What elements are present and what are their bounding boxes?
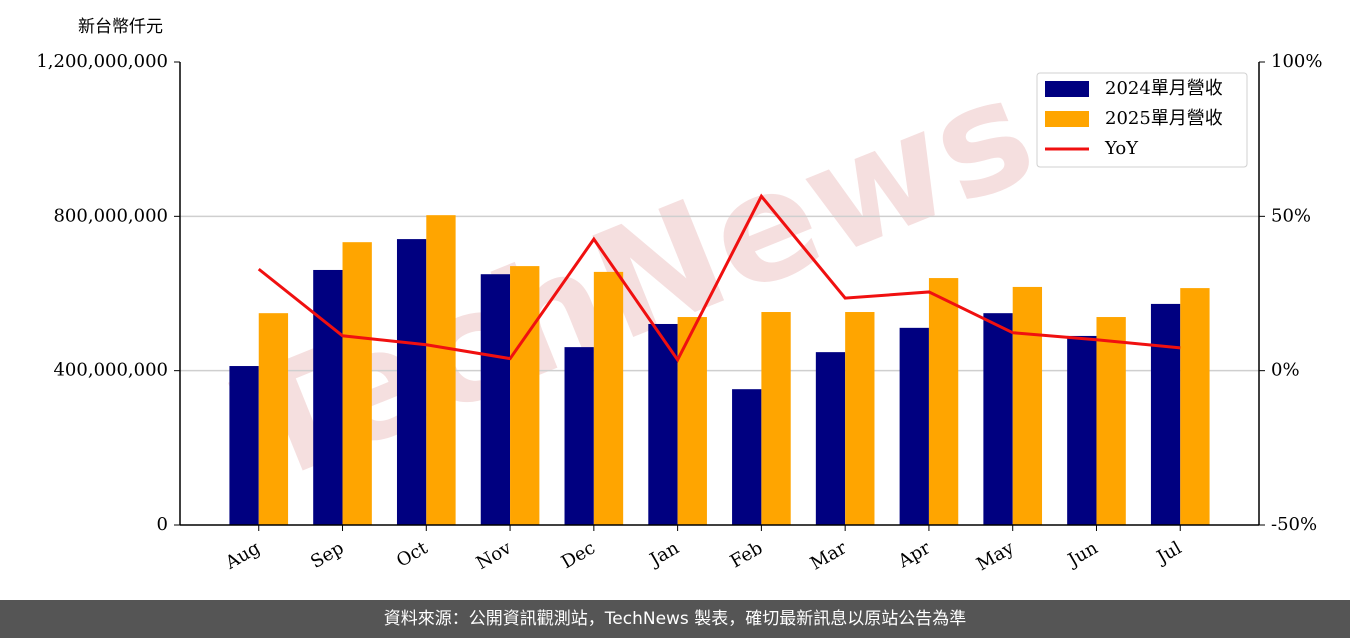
bar bbox=[1012, 286, 1043, 525]
legend-swatch bbox=[1045, 81, 1089, 97]
x-tick-label: May bbox=[973, 537, 1018, 575]
x-tick-label: Dec bbox=[558, 537, 599, 573]
bar bbox=[732, 389, 762, 525]
x-tick-label: Oct bbox=[393, 537, 432, 572]
y2-tick-label: 50% bbox=[1271, 205, 1311, 226]
bar bbox=[593, 271, 624, 525]
legend-label: 2025單月營收 bbox=[1105, 108, 1223, 129]
bar bbox=[815, 352, 846, 525]
x-tick-label: Aug bbox=[221, 537, 264, 574]
legend-box bbox=[1036, 72, 1248, 168]
y-tick-label: 400,000,000 bbox=[53, 360, 168, 381]
bar bbox=[983, 313, 1013, 525]
bar bbox=[510, 266, 540, 525]
y-tick-label: 800,000,000 bbox=[53, 205, 168, 226]
bar bbox=[928, 278, 959, 525]
chart: 新台幣仟元 TechNews0400,000,000800,000,0001,2… bbox=[36, 17, 1322, 575]
bar bbox=[426, 215, 456, 525]
bar bbox=[845, 312, 875, 525]
y2-tick-label: 0% bbox=[1271, 360, 1300, 381]
bar bbox=[1096, 317, 1126, 525]
bar bbox=[648, 323, 678, 525]
y2-tick-label: 100% bbox=[1271, 51, 1322, 72]
bar bbox=[1150, 303, 1181, 525]
bar bbox=[480, 274, 511, 525]
legend-swatch bbox=[1045, 111, 1089, 127]
bar bbox=[564, 347, 594, 525]
y2-tick-label: -50% bbox=[1271, 514, 1317, 535]
x-tick-label: Jul bbox=[1152, 537, 1186, 569]
x-tick-label: Apr bbox=[894, 537, 934, 572]
x-tick-label: Jan bbox=[645, 537, 683, 571]
bar bbox=[1180, 288, 1210, 525]
bar bbox=[313, 269, 343, 525]
legend-label: 2024單月營收 bbox=[1105, 78, 1223, 99]
bar bbox=[396, 239, 427, 525]
x-tick-label: Jun bbox=[1063, 537, 1102, 572]
y-axis-label: 新台幣仟元 bbox=[78, 17, 163, 37]
bar bbox=[761, 312, 791, 525]
line bbox=[257, 193, 1181, 363]
bar bbox=[899, 327, 929, 525]
x-tick-label: Sep bbox=[307, 537, 347, 572]
x-tick-label: Feb bbox=[727, 537, 767, 572]
bar bbox=[229, 366, 259, 525]
bar bbox=[1067, 335, 1097, 525]
bar bbox=[258, 313, 289, 525]
footer: 資料來源：公開資訊觀測站，TechNews 製表，確切最新訊息以原站公告為準 bbox=[0, 600, 1350, 638]
y-tick-label: 1,200,000,000 bbox=[36, 51, 168, 72]
x-tick-label: Nov bbox=[473, 537, 516, 574]
bar bbox=[342, 242, 372, 525]
x-tick-label: Mar bbox=[807, 537, 851, 574]
y-tick-label: 0 bbox=[157, 514, 168, 535]
legend-label: YoY bbox=[1104, 138, 1139, 159]
